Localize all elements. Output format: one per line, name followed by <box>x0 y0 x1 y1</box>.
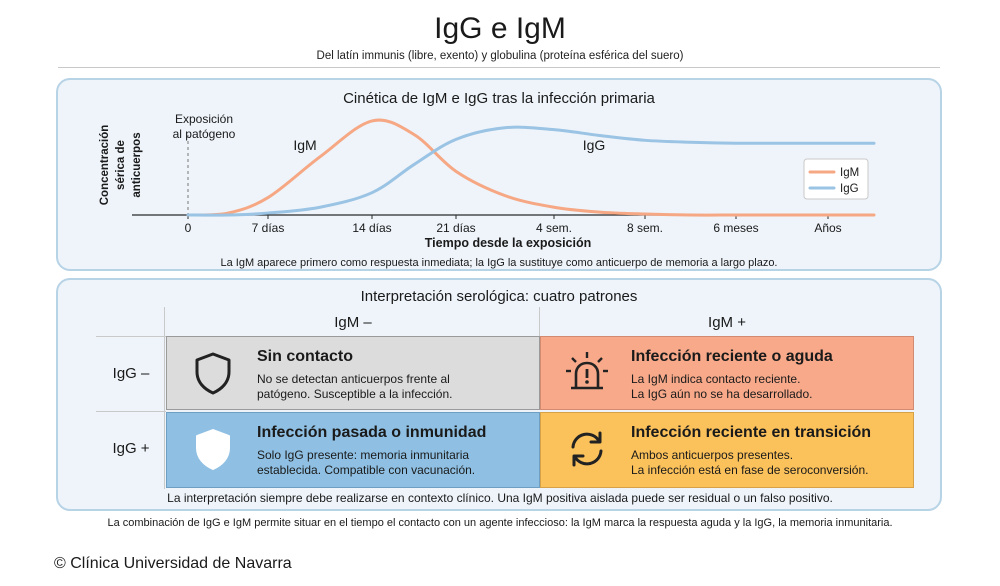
shield-filled-icon <box>196 429 230 470</box>
cell-title: Sin contacto <box>257 348 354 365</box>
serology-panel-title: Interpretación serológica: cuatro patron… <box>360 288 638 305</box>
shield-outline-icon <box>195 352 231 395</box>
legend-label: IgM <box>840 167 859 179</box>
x-axis-label: Tiempo desde la exposición <box>425 236 592 250</box>
alarm-siren-icon <box>566 352 608 390</box>
x-tick-label: 8 sem. <box>627 221 663 235</box>
row-header-igg-positive: IgG + <box>112 440 150 457</box>
pattern-cell-transition: Infección reciente en transición Ambos a… <box>540 412 914 488</box>
pattern-cell-no-contact: Sin contacto No se detectan anticuerpos … <box>166 336 540 410</box>
kinetics-panel: Cinética de IgM e IgG tras la infección … <box>56 78 942 271</box>
cell-description-line: La IgM indica contacto reciente. <box>631 372 801 386</box>
series-line-igm <box>186 118 876 217</box>
x-tick-label: Años <box>814 221 841 235</box>
cell-description-line: establecida. Compatible con vacunación. <box>257 463 476 477</box>
copyright-notice: © Clínica Universidad de Navarra <box>54 555 292 572</box>
pattern-cell-past-infection: Infección pasada o inmunidad Solo IgG pr… <box>166 412 540 488</box>
cell-description-line: La infección está en fase de seroconvers… <box>631 463 869 477</box>
y-axis-label-line: Concentración <box>99 125 111 206</box>
kinetics-panel-title: Cinética de IgM e IgG tras la infección … <box>343 90 655 107</box>
refresh-cycle-icon <box>571 431 603 467</box>
cell-title: Infección pasada o inmunidad <box>257 424 487 441</box>
x-tick-label: 21 días <box>436 221 475 235</box>
y-axis-label-line: anticuerpos <box>131 132 143 197</box>
curve-label-igg: IgG <box>583 137 606 153</box>
column-header-igm-positive: IgM + <box>708 314 746 331</box>
series-line-igg <box>186 125 876 217</box>
page-title: IgG e IgM <box>434 12 566 45</box>
cell-title: Infección reciente en transición <box>631 424 872 441</box>
grid-divider-header <box>539 307 540 337</box>
grid-divider-middle <box>96 411 166 412</box>
page-subtitle: Del latín immunis (libre, exento) y glob… <box>316 50 684 62</box>
column-header-igm-negative: IgM – <box>334 314 372 331</box>
exposure-annotation-line: Exposición <box>175 112 233 126</box>
curve-label-igm: IgM <box>293 137 316 153</box>
x-tick-label: 14 días <box>352 221 391 235</box>
legend-label: IgG <box>840 183 859 195</box>
cell-title: Infección reciente o aguda <box>631 348 833 365</box>
cell-description-line: patógeno. Susceptible a la infección. <box>257 387 453 401</box>
cell-description-line: Solo IgG presente: memoria inmunitaria <box>257 448 470 462</box>
kinetics-caption: La IgM aparece primero como respuesta in… <box>220 257 778 269</box>
header-divider <box>58 67 940 68</box>
cell-description-line: No se detectan anticuerpos frente al <box>257 372 450 386</box>
exposure-annotation-line: al patógeno <box>173 127 236 141</box>
serology-caption: La interpretación siempre debe realizars… <box>167 491 833 505</box>
x-tick-label: 6 meses <box>713 221 758 235</box>
x-tick-label: 4 sem. <box>536 221 572 235</box>
grid-divider-vertical <box>164 307 165 489</box>
cell-description-line: Ambos anticuerpos presentes. <box>631 448 794 462</box>
x-tick-label: 7 días <box>252 221 285 235</box>
y-axis-label-line: sérica de <box>115 140 127 190</box>
cell-description-line: La IgG aún no se ha desarrollado. <box>631 387 813 401</box>
x-tick-label: 0 <box>185 221 192 235</box>
pattern-cell-acute-infection: Infección reciente o aguda La IgM indica… <box>540 336 914 410</box>
row-header-igg-negative: IgG – <box>112 365 150 382</box>
footer-summary: La combinación de IgG e IgM permite situ… <box>107 517 893 529</box>
